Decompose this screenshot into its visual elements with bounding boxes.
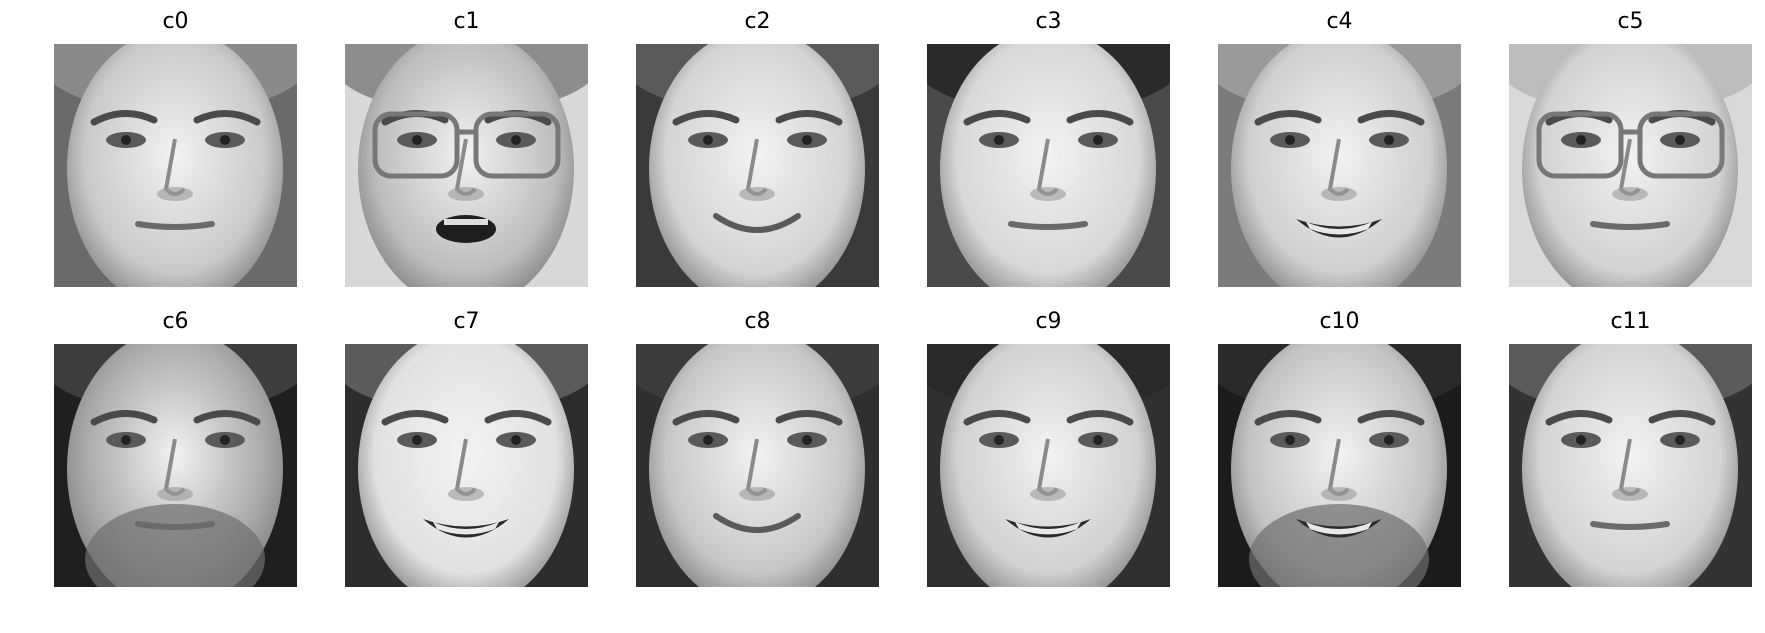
panel-title: c7 — [453, 309, 480, 334]
panel-title: c4 — [1326, 9, 1353, 34]
face-portrait-icon — [1509, 344, 1752, 587]
face-portrait-icon — [636, 44, 879, 287]
face-image — [1218, 44, 1461, 287]
face-portrait-icon — [1218, 44, 1461, 287]
face-portrait-icon — [927, 44, 1170, 287]
face-image — [54, 44, 297, 287]
face-portrait-icon — [1509, 44, 1752, 287]
face-image — [54, 344, 297, 587]
face-portrait-icon — [54, 344, 297, 587]
panel-title: c11 — [1610, 309, 1651, 334]
face-portrait-icon — [1218, 344, 1461, 587]
face-portrait-icon — [636, 344, 879, 587]
panel-title: c5 — [1617, 9, 1644, 34]
face-image — [1509, 344, 1752, 587]
panel-title: c9 — [1035, 309, 1062, 334]
face-image — [636, 44, 879, 287]
panel-title: c0 — [162, 9, 189, 34]
panel-title: c10 — [1319, 309, 1360, 334]
panel-title: c8 — [744, 309, 771, 334]
panel-title: c1 — [453, 9, 480, 34]
face-portrait-icon — [927, 344, 1170, 587]
panel-title: c3 — [1035, 9, 1062, 34]
face-image — [1509, 44, 1752, 287]
face-portrait-icon — [345, 44, 588, 287]
panel-title: c6 — [162, 309, 189, 334]
face-portrait-icon — [345, 344, 588, 587]
panel-title: c2 — [744, 9, 771, 34]
face-portrait-icon — [54, 44, 297, 287]
face-image — [927, 44, 1170, 287]
face-image — [345, 44, 588, 287]
face-image — [927, 344, 1170, 587]
face-image — [1218, 344, 1461, 587]
face-image — [636, 344, 879, 587]
face-image — [345, 344, 588, 587]
